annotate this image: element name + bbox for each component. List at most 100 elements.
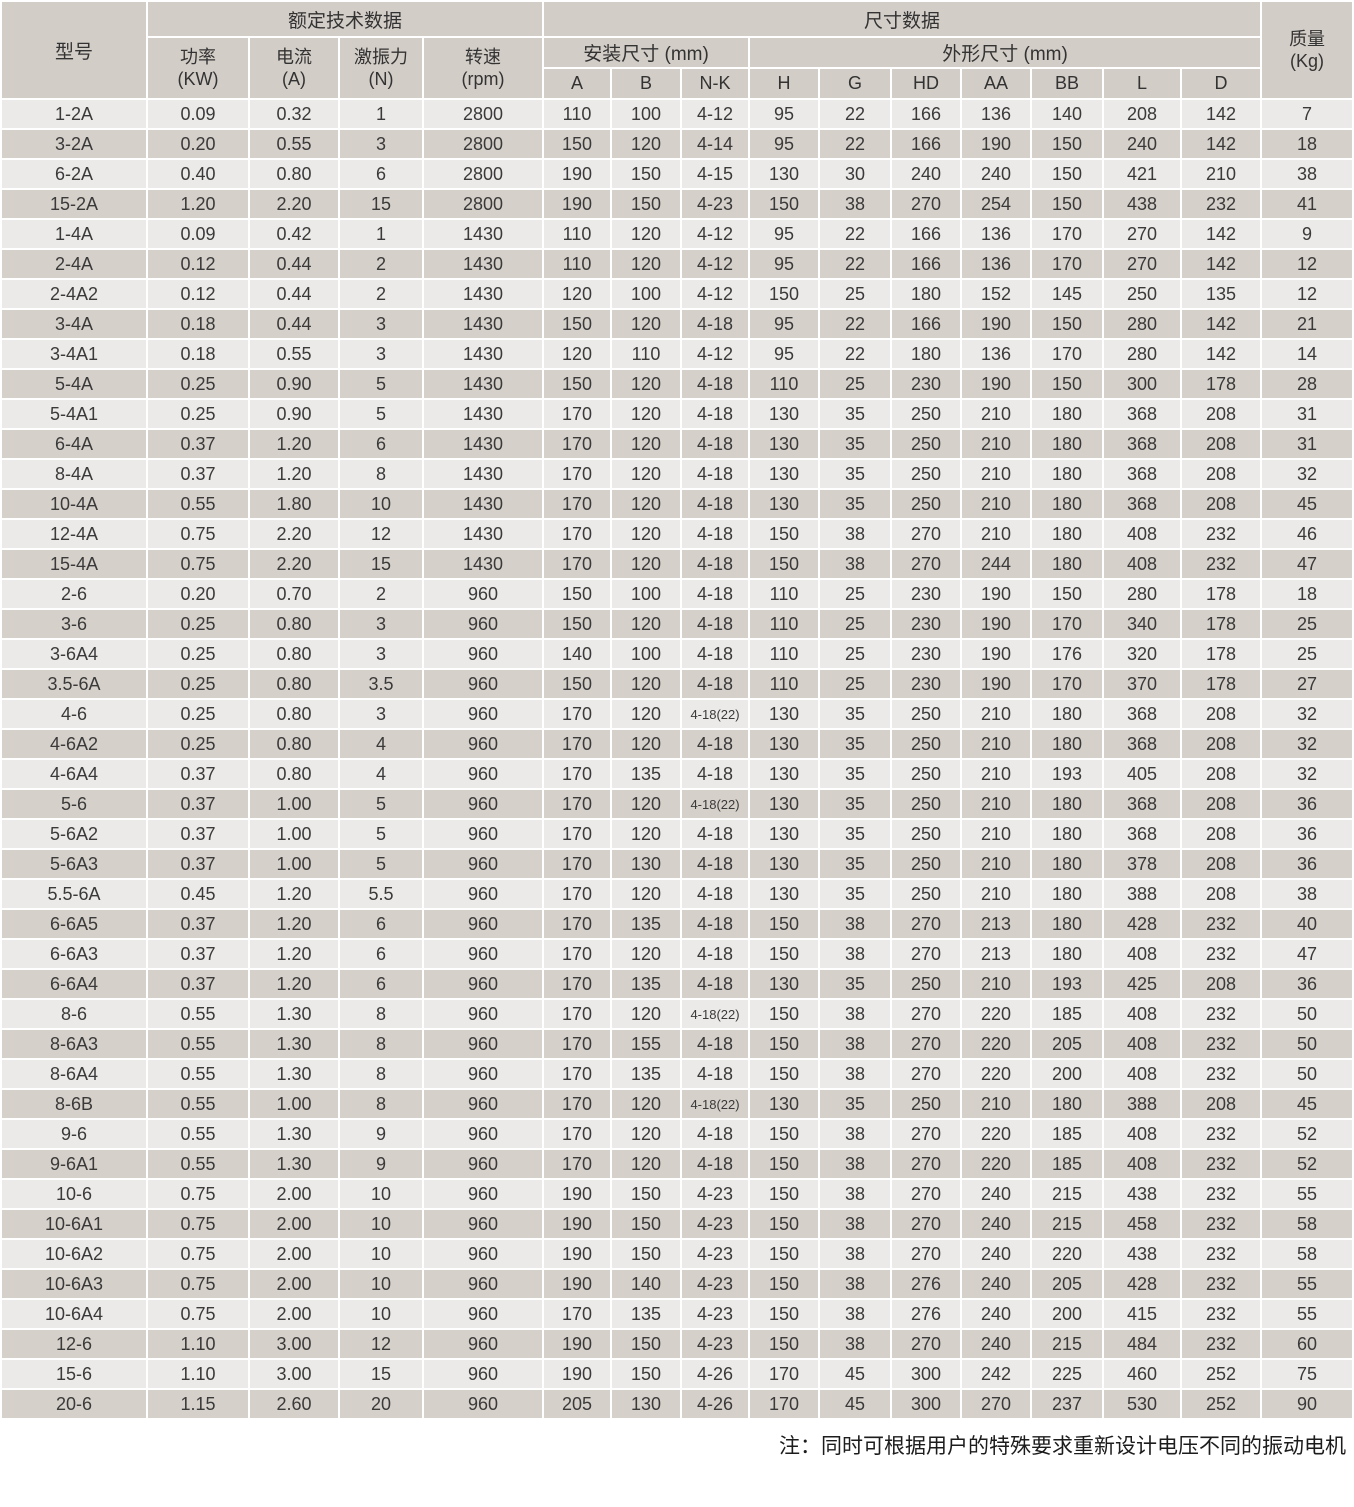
table-row: 1-2A 0.09 0.32 1 2800 110 100 4-12 95 22 166 136 140… [2,100,1353,128]
value-cell: 120 [612,1120,681,1148]
value-cell: 18 [1262,580,1353,608]
value-cell: 190 [544,160,611,188]
value-cell: 205 [1032,1030,1103,1058]
value-cell: 140 [612,1270,681,1298]
value-cell: 408 [1104,550,1181,578]
value-cell: 170 [544,820,611,848]
value-cell: 960 [424,1240,543,1268]
value-cell: 95 [750,220,819,248]
value-cell: 421 [1104,160,1181,188]
value-cell: 130 [750,430,819,458]
value-cell: 4-18 [682,460,749,488]
value-cell: 960 [424,790,543,818]
value-cell: 960 [424,1300,543,1328]
value-cell: 12 [340,520,422,548]
value-cell: 190 [962,370,1031,398]
value-cell: 120 [612,610,681,638]
value-cell: 8 [340,1090,422,1118]
value-cell: 150 [1032,160,1103,188]
value-cell: 960 [424,1180,543,1208]
value-cell: 0.55 [148,1120,248,1148]
value-cell: 1.20 [250,970,338,998]
value-cell: 960 [424,1090,543,1118]
value-cell: 232 [1182,1180,1261,1208]
value-cell: 0.55 [148,1090,248,1118]
value-cell: 32 [1262,730,1353,758]
value-cell: 38 [820,550,891,578]
value-cell: 52 [1262,1120,1353,1148]
value-cell: 210 [962,430,1031,458]
value-cell: 120 [612,370,681,398]
value-cell: 20 [340,1390,422,1418]
value-cell: 35 [820,400,891,428]
value-cell: 180 [1032,940,1103,968]
value-cell: 190 [962,580,1031,608]
col-header-B: B [612,69,681,98]
value-cell: 4-12 [682,100,749,128]
table-row: 8-6A3 0.55 1.30 8 960 170 155 4-18 150 38 270 220 20… [2,1030,1353,1058]
value-cell: 135 [612,1300,681,1328]
value-cell: 190 [544,1360,611,1388]
value-cell: 1.30 [250,1000,338,1028]
value-cell: 232 [1182,940,1261,968]
col-header-A: A [544,69,611,98]
value-cell: 232 [1182,1270,1261,1298]
value-cell: 170 [1032,670,1103,698]
value-cell: 190 [544,1180,611,1208]
value-cell: 25 [1262,640,1353,668]
model-cell: 5-6A3 [2,850,146,878]
col-header-model: 型号 [2,2,146,98]
value-cell: 170 [544,400,611,428]
model-cell: 8-6B [2,1090,146,1118]
value-cell: 428 [1104,1270,1181,1298]
value-cell: 3 [340,130,422,158]
value-cell: 270 [892,940,961,968]
value-cell: 1.00 [250,790,338,818]
model-cell: 8-6A4 [2,1060,146,1088]
value-cell: 150 [544,310,611,338]
value-cell: 0.12 [148,280,248,308]
value-cell: 170 [544,1150,611,1178]
table-row: 5-6A3 0.37 1.00 5 960 170 130 4-18 130 35 250 210 18… [2,850,1353,878]
value-cell: 180 [892,280,961,308]
value-cell: 960 [424,1030,543,1058]
value-cell: 280 [1104,340,1181,368]
table-row: 10-6 0.75 2.00 10 960 190 150 4-23 150 38 270 240 21… [2,1180,1353,1208]
value-cell: 47 [1262,550,1353,578]
value-cell: 0.80 [250,730,338,758]
value-cell: 120 [612,490,681,518]
value-cell: 0.44 [250,250,338,278]
value-cell: 28 [1262,370,1353,398]
value-cell: 15 [340,550,422,578]
value-cell: 170 [544,730,611,758]
value-cell: 25 [820,670,891,698]
value-cell: 232 [1182,1060,1261,1088]
model-cell: 15-4A [2,550,146,578]
value-cell: 0.25 [148,400,248,428]
value-cell: 150 [750,520,819,548]
table-row: 15-2A 1.20 2.20 15 2800 190 150 4-23 150 38 270 254… [2,190,1353,218]
table-row: 5-6 0.37 1.00 5 960 170 120 4-18(22) 130 35 250 210… [2,790,1353,818]
value-cell: 150 [750,1270,819,1298]
value-cell: 250 [892,700,961,728]
table-row: 6-2A 0.40 0.80 6 2800 190 150 4-15 130 30 240 240 15… [2,160,1353,188]
value-cell: 270 [1104,220,1181,248]
value-cell: 170 [544,970,611,998]
value-cell: 170 [544,790,611,818]
value-cell: 368 [1104,460,1181,488]
table-row: 10-6A3 0.75 2.00 10 960 190 140 4-23 150 38 276 240… [2,1270,1353,1298]
value-cell: 36 [1262,850,1353,878]
value-cell: 120 [612,310,681,338]
value-cell: 460 [1104,1360,1181,1388]
value-cell: 0.37 [148,460,248,488]
value-cell: 27 [1262,670,1353,698]
weight-label: 质量 [1289,29,1326,49]
value-cell: 0.70 [250,580,338,608]
table-row: 6-4A 0.37 1.20 6 1430 170 120 4-18 130 35 250 210 18… [2,430,1353,458]
model-cell: 2-4A2 [2,280,146,308]
value-cell: 8 [340,1030,422,1058]
value-cell: 213 [962,910,1031,938]
value-cell: 0.80 [250,670,338,698]
value-cell: 150 [544,580,611,608]
group-header-dimensions: 尺寸数据 [544,2,1261,36]
